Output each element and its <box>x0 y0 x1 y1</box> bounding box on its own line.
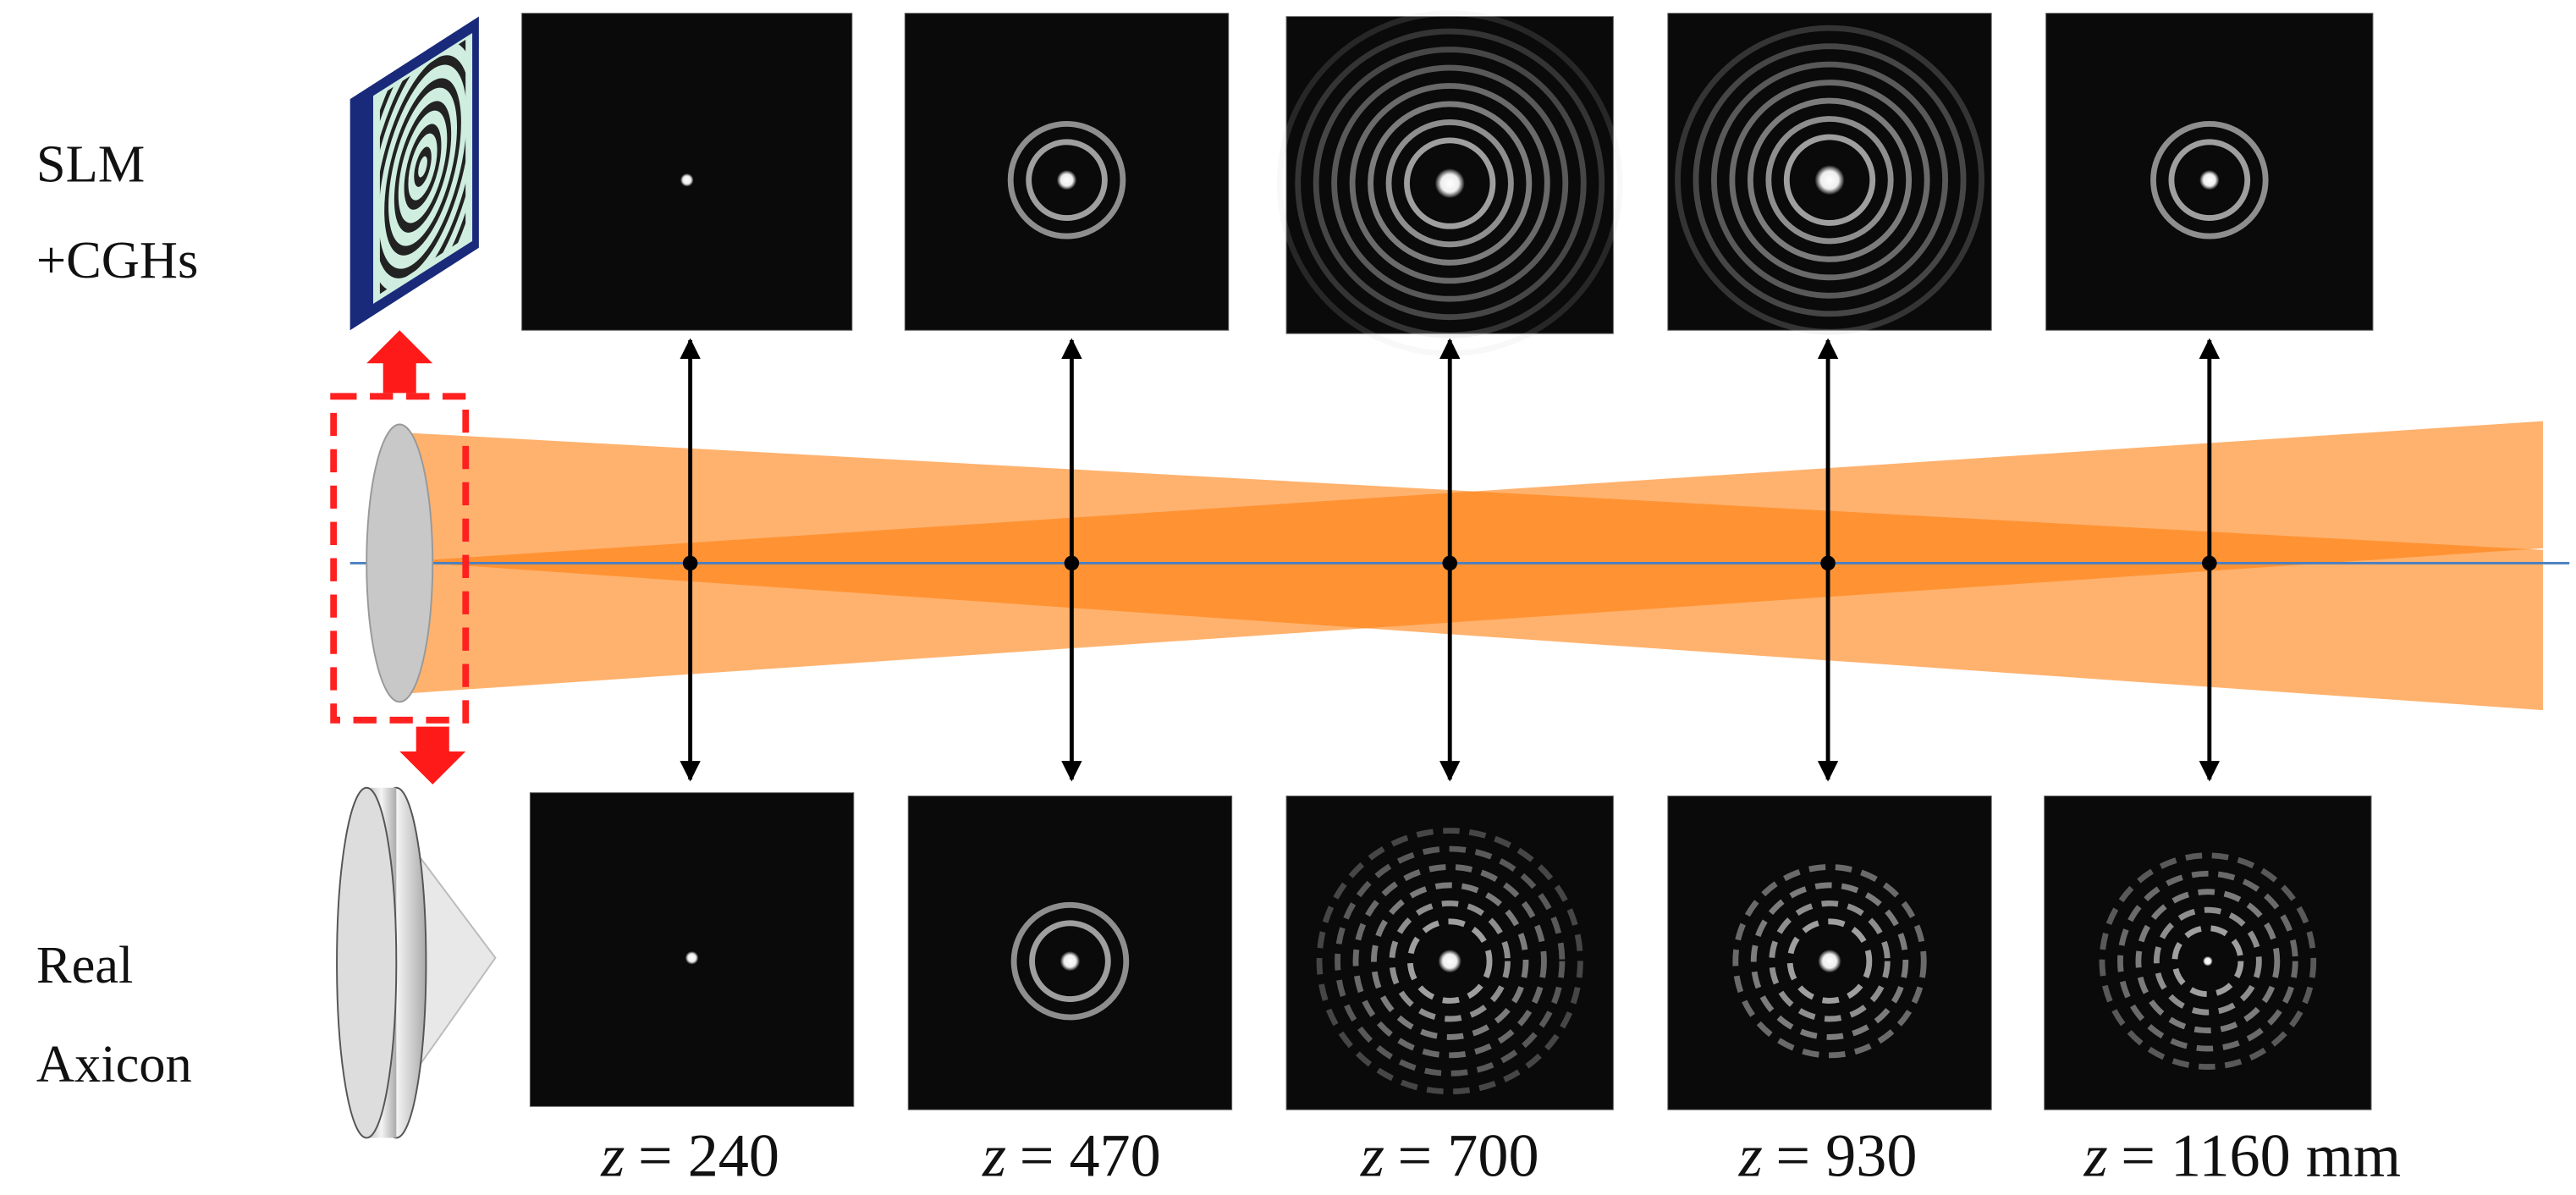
ring <box>1335 845 1566 1077</box>
beams <box>350 421 2570 711</box>
row-label: Axicon <box>36 1034 192 1093</box>
spot <box>1818 950 1841 973</box>
ring <box>1750 882 1909 1040</box>
axis-point <box>1064 555 1080 571</box>
ring <box>1331 64 1569 302</box>
row-label: SLM <box>36 135 145 194</box>
row-label: +CGHs <box>36 230 198 289</box>
intensity-image <box>521 13 853 331</box>
row-label: Real <box>36 935 133 994</box>
ring <box>1711 61 1949 299</box>
ring <box>2168 139 2251 222</box>
variable: z <box>600 1121 625 1189</box>
spot <box>2203 955 2213 966</box>
spot <box>1060 950 1081 972</box>
ring <box>1675 25 1984 335</box>
position-label: z = 930 <box>1738 1121 1918 1189</box>
ring <box>2135 889 2281 1034</box>
ring <box>1783 134 1876 226</box>
position-label: z = 1160 mm <box>2083 1121 2402 1189</box>
variable: z <box>982 1121 1006 1189</box>
ring <box>1769 900 1891 1022</box>
ring <box>1349 83 1550 284</box>
axis-point <box>1820 555 1836 571</box>
ring <box>1029 920 1111 1002</box>
ring <box>1385 119 1514 248</box>
spot <box>1056 170 1077 190</box>
axis-point <box>2202 555 2217 571</box>
value: = 930 <box>1775 1121 1917 1189</box>
ring <box>1765 116 1894 245</box>
variable: z <box>1738 1121 1763 1189</box>
ring <box>1389 900 1511 1022</box>
ring <box>1313 47 1587 321</box>
axicon-icon <box>336 786 497 1139</box>
ring <box>2117 870 2298 1052</box>
spot <box>1434 168 1465 199</box>
ring <box>1404 137 1496 229</box>
ring <box>2099 852 2317 1070</box>
ring <box>1368 101 1533 266</box>
spot <box>2199 170 2220 190</box>
ring <box>1732 864 1927 1059</box>
value: = 700 <box>1398 1121 1539 1189</box>
ring <box>2153 906 2262 1016</box>
ring <box>1406 918 1493 1004</box>
ring <box>1371 882 1529 1040</box>
ring <box>2150 120 2269 240</box>
intensity-image <box>529 792 855 1107</box>
spot <box>680 173 694 187</box>
position-label: z = 700 <box>1360 1121 1539 1189</box>
axis-point <box>1442 555 1458 571</box>
ring <box>1295 28 1605 339</box>
ring <box>1786 918 1873 1004</box>
ring <box>1729 80 1930 281</box>
ring <box>1026 139 1108 222</box>
ring <box>1747 97 1913 262</box>
variable: z <box>1360 1121 1384 1189</box>
ring <box>1316 828 1583 1095</box>
spot <box>1814 165 1845 195</box>
position-label: z = 240 <box>600 1121 779 1189</box>
position-label: z = 470 <box>982 1121 1161 1189</box>
value: = 1160 mm <box>2121 1121 2401 1189</box>
ring <box>1010 901 1130 1021</box>
spot <box>1438 950 1461 973</box>
value: = 240 <box>638 1121 779 1189</box>
ring <box>1352 864 1547 1059</box>
variable: z <box>2083 1121 2108 1189</box>
ring <box>2171 925 2244 998</box>
ring <box>1693 43 1967 317</box>
ring <box>1007 120 1126 240</box>
value: = 470 <box>1020 1121 1161 1189</box>
intensity-image <box>2044 796 2372 1110</box>
axis-point <box>682 555 698 571</box>
spot <box>685 950 699 965</box>
slm-icon <box>350 16 479 331</box>
